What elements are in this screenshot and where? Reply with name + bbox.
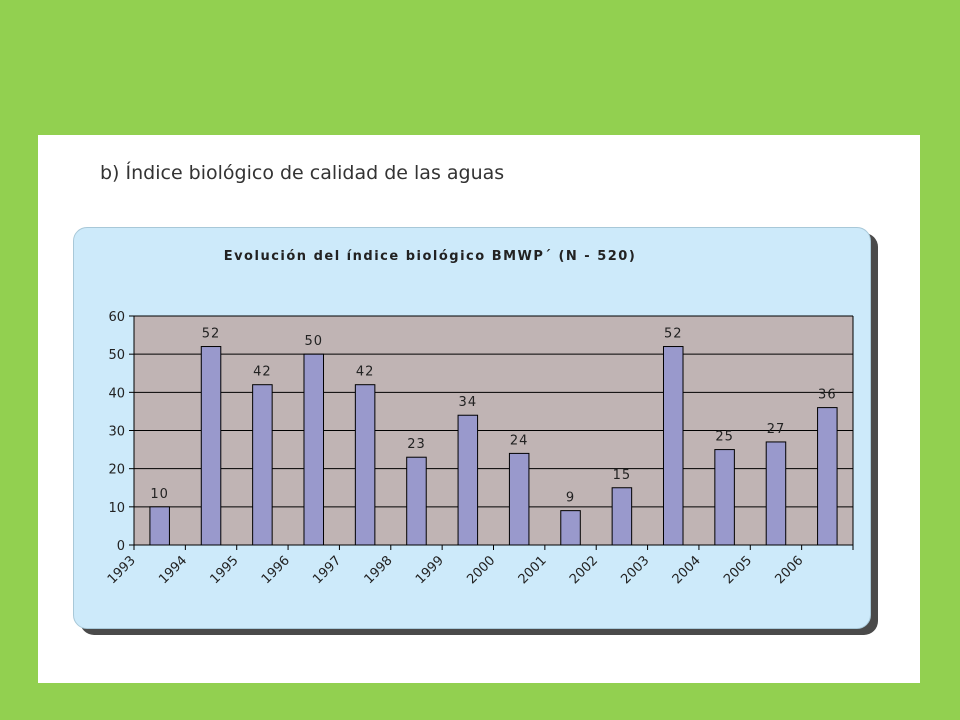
data-label: 50 bbox=[304, 334, 323, 349]
data-label: 36 bbox=[818, 388, 837, 403]
x-tick-label: 1997 bbox=[310, 553, 344, 587]
bar bbox=[457, 414, 479, 546]
data-label: 52 bbox=[664, 327, 683, 342]
y-tick-label: 50 bbox=[108, 348, 125, 363]
x-tick-label: 1994 bbox=[156, 553, 190, 587]
data-label: 10 bbox=[150, 487, 169, 502]
x-tick-label: 1996 bbox=[259, 553, 293, 587]
x-tick-label: 2004 bbox=[670, 553, 704, 587]
chart-title: Evolución del índice biológico BMWP´ (N … bbox=[224, 249, 637, 264]
x-tick-label: 2006 bbox=[772, 553, 806, 587]
bar bbox=[354, 384, 376, 546]
data-label: 23 bbox=[407, 437, 426, 452]
x-tick-label: 1998 bbox=[362, 553, 396, 587]
x-tick-label: 2002 bbox=[567, 553, 601, 587]
bar bbox=[817, 407, 838, 546]
bar bbox=[200, 346, 222, 546]
bar bbox=[714, 449, 735, 546]
bar bbox=[303, 353, 325, 546]
x-tick-label: 1993 bbox=[105, 553, 139, 587]
data-label: 25 bbox=[715, 430, 734, 445]
bar bbox=[508, 452, 530, 546]
data-label: 42 bbox=[253, 365, 272, 380]
data-label: 9 bbox=[566, 491, 575, 506]
y-tick-label: 30 bbox=[108, 425, 125, 440]
x-tick-label: 1995 bbox=[208, 553, 242, 587]
bar bbox=[765, 441, 787, 546]
x-tick-label: 1999 bbox=[413, 553, 447, 587]
y-tick-label: 60 bbox=[108, 310, 125, 325]
y-tick-label: 20 bbox=[108, 463, 125, 478]
y-tick-label: 0 bbox=[117, 539, 125, 554]
bar bbox=[149, 506, 170, 546]
section-heading: b) Índice biológico de calidad de las ag… bbox=[100, 162, 505, 184]
bar bbox=[252, 384, 273, 546]
data-label: 15 bbox=[613, 468, 632, 483]
bar bbox=[560, 510, 581, 546]
y-tick-label: 10 bbox=[108, 501, 125, 516]
x-tick-label: 2001 bbox=[516, 553, 550, 587]
data-label: 34 bbox=[459, 395, 478, 410]
x-tick-label: 2003 bbox=[618, 553, 652, 587]
bar bbox=[406, 456, 427, 546]
slide: b) Índice biológico de calidad de las ag… bbox=[38, 135, 920, 683]
chart-panel: Evolución del índice biológico BMWP´ (N … bbox=[73, 227, 871, 629]
bar bbox=[662, 346, 684, 546]
data-label: 24 bbox=[510, 433, 529, 448]
y-tick-label: 40 bbox=[108, 386, 125, 401]
x-tick-label: 2005 bbox=[721, 553, 755, 587]
bar bbox=[611, 487, 633, 546]
data-label: 42 bbox=[356, 365, 375, 380]
x-tick-label: 2000 bbox=[464, 553, 498, 587]
data-label: 52 bbox=[202, 327, 221, 342]
bar-chart: Evolución del índice biológico BMWP´ (N … bbox=[105, 249, 854, 587]
data-label: 27 bbox=[767, 422, 786, 437]
